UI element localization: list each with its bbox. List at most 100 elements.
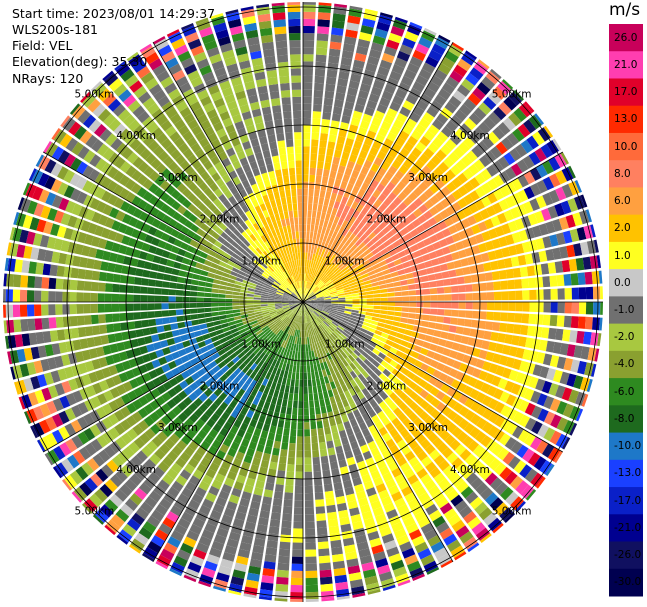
velocity-gate bbox=[329, 324, 336, 331]
velocity-gate bbox=[413, 385, 424, 395]
velocity-gate bbox=[388, 266, 397, 273]
velocity-gate bbox=[344, 213, 352, 222]
velocity-gate bbox=[485, 351, 495, 362]
velocity-gate bbox=[419, 389, 429, 399]
velocity-gate bbox=[493, 388, 504, 400]
velocity-gate bbox=[213, 121, 224, 132]
velocity-gate bbox=[451, 309, 459, 317]
velocity-gate bbox=[270, 273, 277, 280]
velocity-gate bbox=[292, 292, 298, 298]
velocity-gate bbox=[348, 233, 356, 241]
velocity-gate bbox=[295, 471, 303, 479]
velocity-gate bbox=[405, 272, 414, 279]
velocity-gate bbox=[569, 330, 578, 343]
velocity-gate bbox=[290, 295, 297, 300]
velocity-gate bbox=[249, 464, 259, 473]
velocity-gate bbox=[163, 492, 176, 504]
velocity-gate bbox=[91, 358, 101, 370]
velocity-gate bbox=[527, 213, 538, 226]
velocity-gate bbox=[542, 192, 554, 206]
velocity-gate bbox=[478, 320, 487, 330]
velocity-gate bbox=[433, 454, 446, 466]
velocity-gate bbox=[408, 456, 420, 468]
velocity-gate bbox=[496, 259, 506, 270]
velocity-gate bbox=[336, 85, 347, 94]
velocity-gate bbox=[295, 372, 300, 380]
velocity-gate bbox=[279, 313, 286, 319]
velocity-gate bbox=[248, 285, 256, 290]
velocity-gate bbox=[172, 211, 182, 221]
velocity-gate bbox=[286, 239, 291, 248]
velocity-gate bbox=[226, 286, 234, 291]
velocity-gate bbox=[275, 477, 285, 486]
velocity-gate bbox=[342, 174, 350, 183]
velocity-gate bbox=[300, 309, 303, 317]
velocity-gate bbox=[467, 440, 480, 452]
velocity-gate bbox=[272, 447, 280, 456]
velocity-gate bbox=[508, 91, 523, 106]
velocity-gate bbox=[164, 354, 174, 363]
velocity-gate bbox=[298, 394, 303, 402]
velocity-gate bbox=[237, 388, 246, 397]
velocity-gate bbox=[303, 174, 309, 182]
velocity-gate bbox=[235, 322, 244, 328]
velocity-gate bbox=[299, 308, 302, 316]
velocity-gate bbox=[333, 438, 342, 448]
velocity-gate bbox=[206, 369, 215, 378]
velocity-gate bbox=[98, 380, 109, 392]
velocity-gate bbox=[261, 172, 269, 181]
velocity-gate bbox=[225, 248, 234, 256]
velocity-gate bbox=[41, 317, 50, 330]
velocity-gate bbox=[443, 533, 458, 546]
velocity-gate bbox=[339, 392, 347, 401]
velocity-gate bbox=[473, 159, 485, 172]
velocity-gate bbox=[445, 120, 458, 133]
velocity-gate bbox=[305, 315, 308, 323]
velocity-gate bbox=[303, 132, 311, 140]
velocity-gate bbox=[474, 173, 486, 185]
velocity-gate bbox=[111, 220, 122, 231]
velocity-gate bbox=[268, 291, 276, 295]
velocity-gate bbox=[198, 504, 211, 516]
velocity-gate bbox=[58, 252, 68, 265]
velocity-gate bbox=[380, 120, 392, 131]
velocity-gate bbox=[274, 236, 280, 244]
velocity-gate bbox=[232, 201, 241, 211]
velocity-gate bbox=[267, 208, 274, 217]
velocity-gate bbox=[344, 486, 355, 496]
velocity-gate bbox=[259, 264, 266, 271]
velocity-gate bbox=[316, 211, 322, 219]
velocity-gate bbox=[44, 175, 56, 190]
velocity-gate bbox=[388, 553, 402, 564]
velocity-gate bbox=[290, 577, 303, 586]
velocity-gate bbox=[319, 332, 325, 340]
velocity-gate bbox=[125, 349, 135, 359]
velocity-gate bbox=[288, 300, 296, 302]
velocity-gate bbox=[150, 423, 161, 435]
velocity-gate bbox=[303, 195, 308, 203]
velocity-gate bbox=[518, 336, 527, 347]
velocity-gate bbox=[189, 291, 198, 297]
velocity-gate bbox=[346, 456, 356, 466]
velocity-gate bbox=[268, 357, 275, 366]
velocity-gate bbox=[322, 308, 330, 312]
velocity-gate bbox=[338, 275, 346, 281]
velocity-gate bbox=[329, 358, 336, 367]
velocity-gate bbox=[257, 319, 266, 325]
velocity-gate bbox=[424, 199, 434, 210]
velocity-gate bbox=[456, 480, 469, 494]
velocity-gate bbox=[323, 346, 329, 354]
velocity-gate bbox=[250, 500, 261, 510]
velocity-gate bbox=[94, 509, 109, 523]
velocity-gate bbox=[316, 280, 322, 287]
velocity-gate bbox=[288, 328, 293, 335]
velocity-gate bbox=[339, 361, 346, 370]
velocity-gate bbox=[268, 526, 280, 535]
velocity-gate bbox=[195, 418, 205, 429]
velocity-gate bbox=[211, 540, 225, 552]
velocity-gate bbox=[89, 493, 103, 508]
velocity-gate bbox=[406, 423, 417, 433]
velocity-gate bbox=[226, 431, 236, 441]
velocity-gate bbox=[338, 226, 345, 235]
velocity-gate bbox=[357, 212, 365, 222]
